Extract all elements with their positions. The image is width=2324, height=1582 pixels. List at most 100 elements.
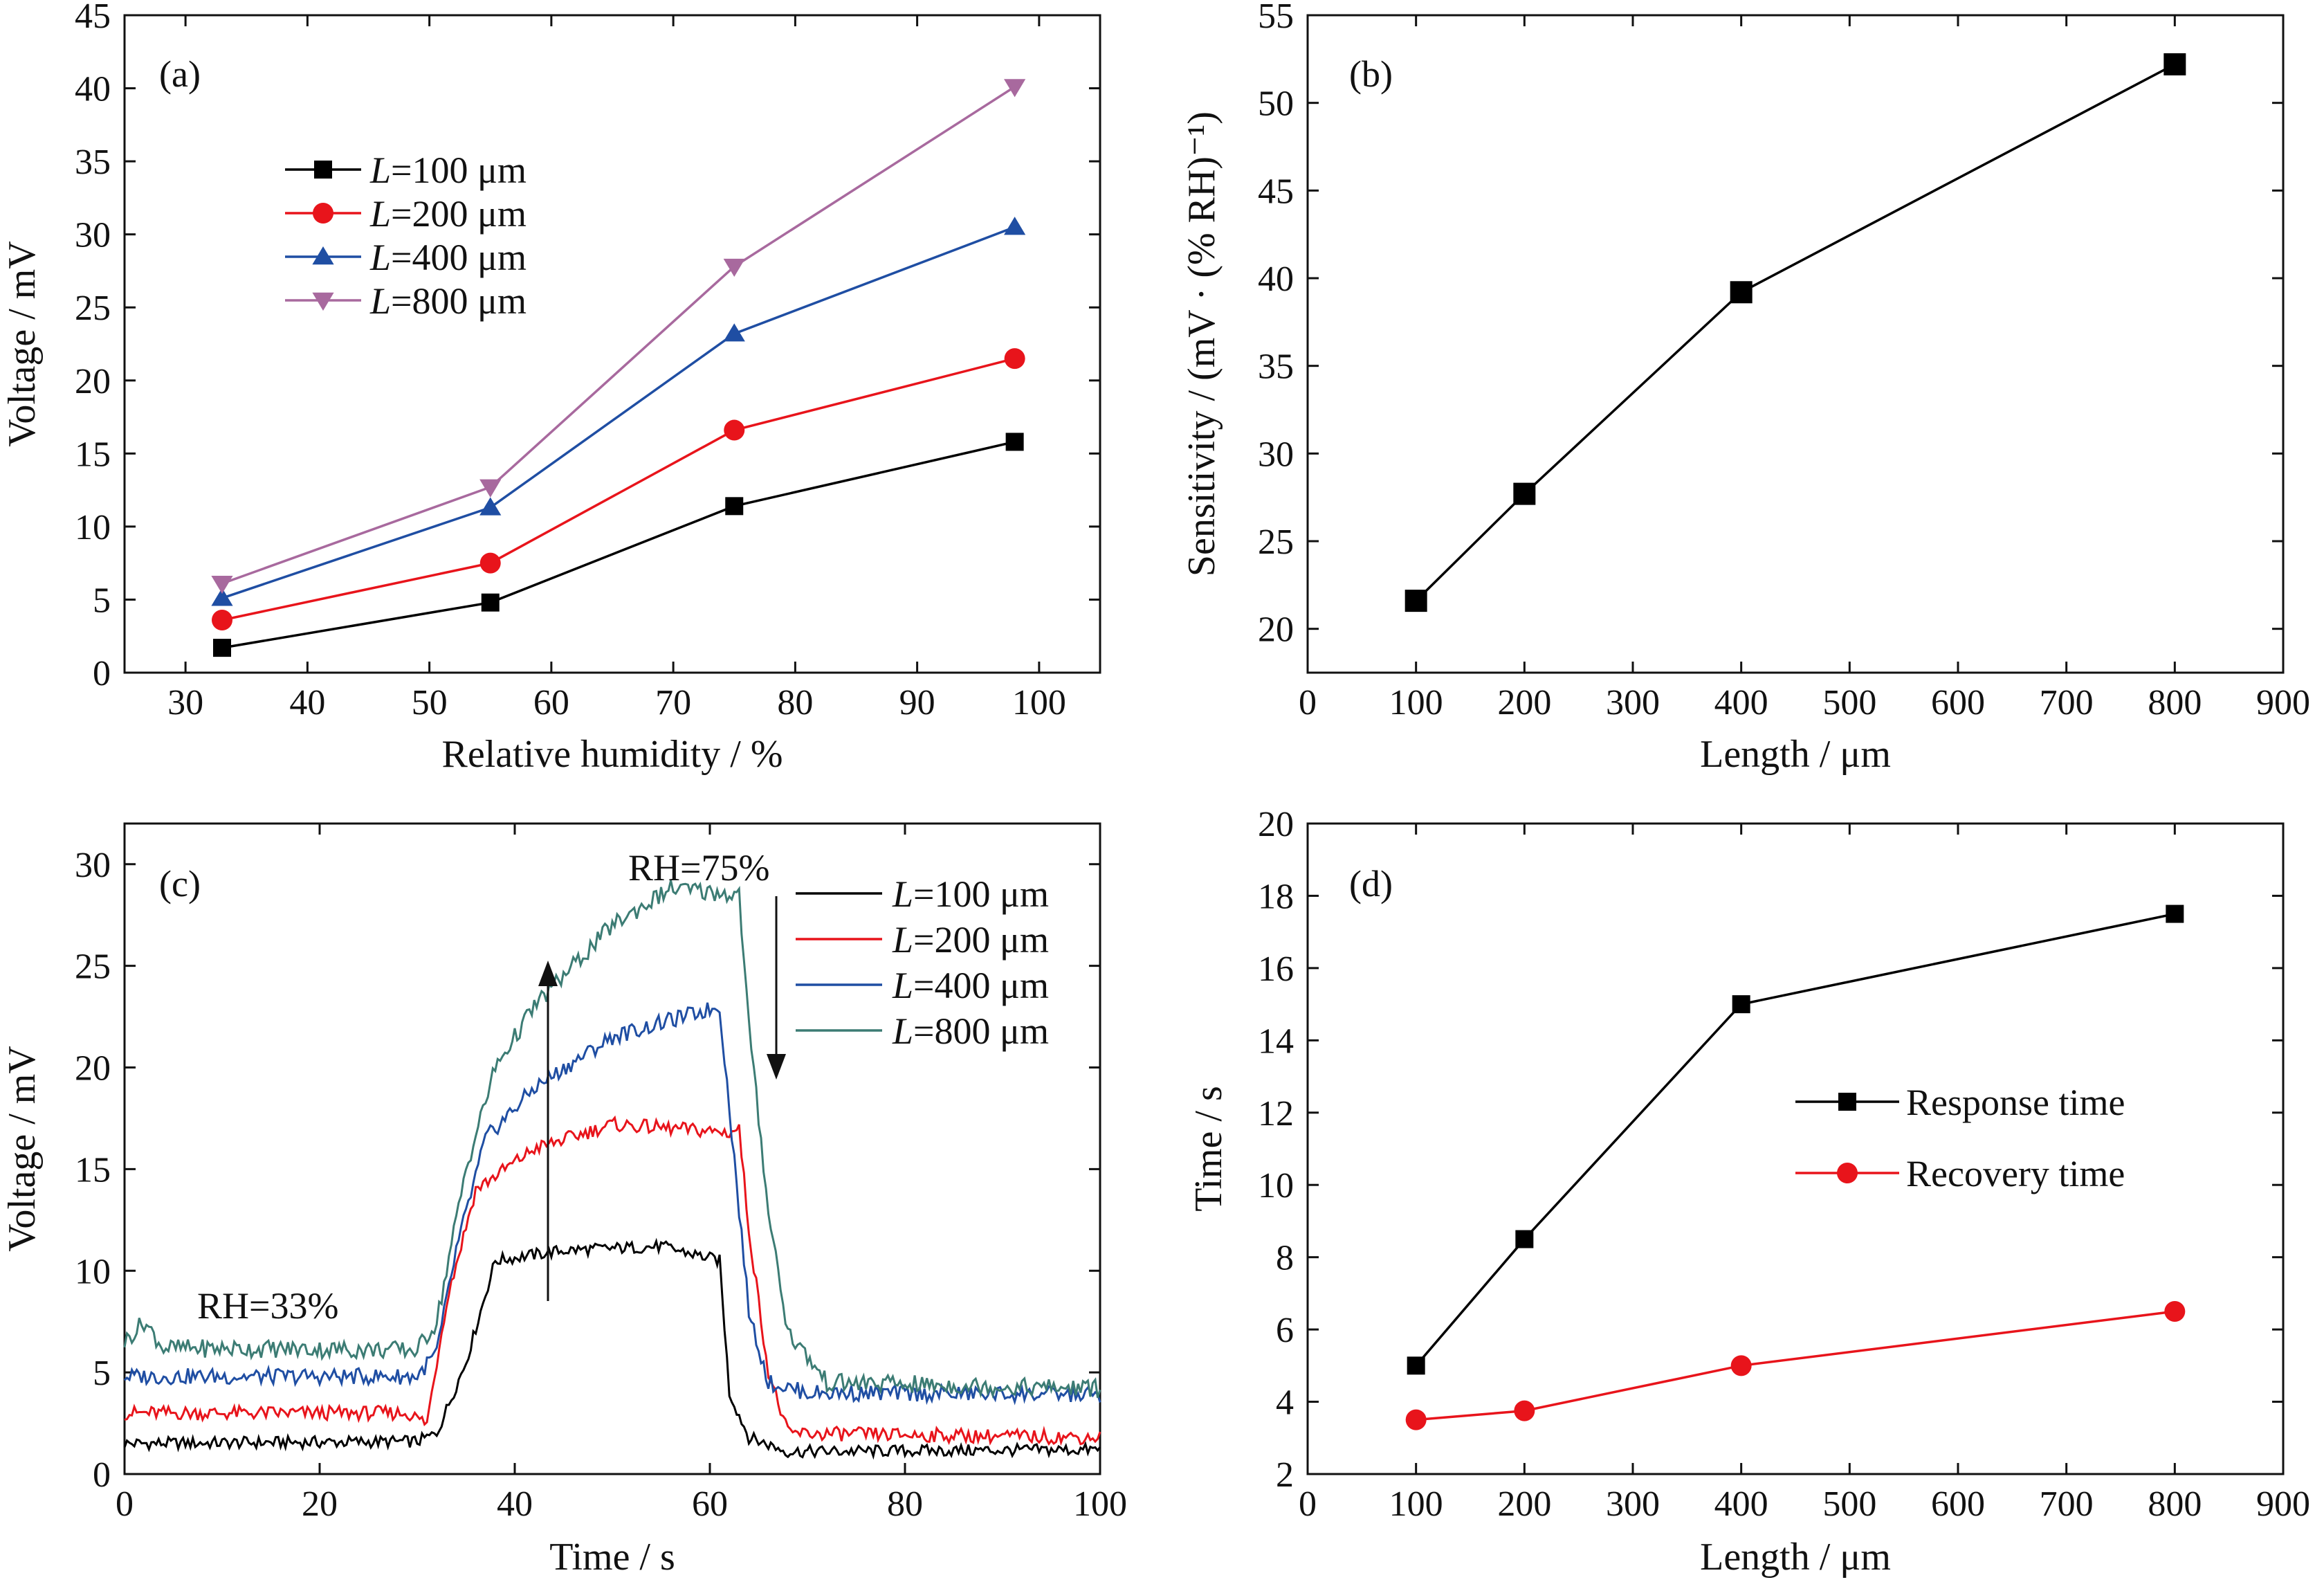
y-tick-label-d: 16 [1258,949,1294,989]
x-tick-label-b: 300 [1606,683,1660,722]
data-point-d-0 [1407,1356,1425,1375]
data-point-b [1730,281,1753,304]
data-point-b [2163,53,2186,75]
legend-label-rest: =200 μm [913,919,1049,961]
y-tick-label-b: 50 [1258,84,1294,124]
x-tick-label-a: 30 [167,683,203,722]
series-line-a-3 [221,85,1016,585]
legend-label-c: L=100 μm [892,873,1049,915]
arrow-up [538,961,558,1301]
x-tick-label-d: 100 [1389,1484,1443,1524]
data-point-a-1 [1004,348,1025,370]
legend-label-italic: L [892,965,913,1006]
data-point-a-2 [211,588,233,606]
data-point-d-0 [1515,1230,1534,1248]
data-point-d-0 [2166,904,2184,923]
axes-c: 0 20 40 60 80 100 0 5 10 15 20 25 30 [75,824,1127,1524]
legend-c: L=100 μmL=200 μmL=400 μmL=800 μm [796,873,1049,1052]
data-point-a-1 [212,610,232,630]
y-tick-label-b: 55 [1258,0,1294,36]
x-tick-label-d: 900 [2256,1484,2310,1524]
y-tick-label-d: 14 [1258,1021,1294,1061]
legend-label-a: L=100 μm [369,149,527,191]
data-point-d-1 [1730,1355,1752,1376]
legend-marker-a [314,161,332,179]
x-tick-label-a: 100 [1012,683,1066,722]
y-tick-label-a: 35 [75,143,111,182]
legend-label-c: L=200 μm [892,919,1049,961]
data-point-d-1 [2164,1301,2186,1322]
series-line-b [1415,63,2176,602]
data-point-a-0 [1005,433,1024,451]
data-point-a-3 [479,479,502,498]
data-point-a-2 [723,323,745,342]
panel-c: (c) Time / s Voltage / mV RH=33% RH=75% … [1,822,1101,1579]
data-point-b [1405,590,1427,612]
axes-d: 0 100 200 300 400 500 600 700 800 900 2 4 6 8 10 12 14 16… [1258,805,2310,1524]
y-tick-label-d: 4 [1276,1383,1294,1423]
legend-label-a: L=200 μm [369,193,527,235]
data-point-a-1 [479,552,501,574]
y-tick-label-a: 5 [93,581,111,620]
axes-a: 30 40 50 60 70 80 90 100 0 5 10 15 20 25 30 35 40 45 [75,0,1100,722]
y-tick-label-c: 10 [75,1252,111,1291]
legend-label-rest: =800 μm [913,1010,1049,1052]
legend-label-d: Recovery time [1906,1153,2125,1194]
x-tick-label-a: 60 [533,683,569,722]
arrow-down [767,896,786,1080]
y-tick-label-a: 45 [75,0,111,36]
series-line-a-1 [221,357,1016,621]
data-point-a-2 [1004,217,1026,235]
legend-label-italic: L [369,280,391,322]
legend-marker-d [1838,1093,1856,1111]
y-tick-label-b: 25 [1258,522,1294,562]
y-tick-label-b: 30 [1258,435,1294,474]
series-line-d-1 [1416,1310,2175,1421]
y-tick-label-a: 15 [75,435,111,474]
panel-label-a: (a) [159,53,201,95]
panel-d: (d) Length / μm Time / s Response timeRe… [1187,822,2285,1579]
legend-label-rest: =400 μm [391,237,527,278]
y-tick-label-c: 20 [75,1049,111,1089]
panel-label-b: (b) [1349,53,1393,95]
data-point-a-0 [725,497,744,516]
x-axis-label-b: Length / μm [1700,733,1891,776]
y-axis-label-a: Voltage / mV [1,241,44,447]
y-tick-label-b: 35 [1258,347,1294,387]
legend-label-rest: =200 μm [391,193,527,235]
y-tick-label-b: 40 [1258,260,1294,299]
series-trace-c-1 [124,1115,1101,1446]
x-tick-label-c: 100 [1073,1484,1127,1524]
y-tick-label-b: 45 [1258,172,1294,211]
y-tick-label-d: 18 [1258,877,1294,916]
x-tick-label-c: 80 [887,1484,923,1524]
data-point-a-3 [1004,79,1026,98]
data-point-d-1 [1514,1400,1535,1421]
x-tick-label-d: 300 [1606,1484,1660,1524]
x-tick-label-b: 0 [1299,683,1317,722]
legend-marker-a [313,203,333,224]
plot-frame-c [123,822,1101,1475]
legend-label-italic: L [369,149,391,191]
y-tick-label-a: 40 [75,70,111,109]
legend-label-italic: L [892,919,913,961]
panel-label-d: (d) [1349,863,1393,904]
y-tick-label-d: 12 [1258,1094,1294,1134]
legend-marker-d [1837,1163,1858,1183]
x-tick-label-c: 20 [302,1484,338,1524]
legend-marker-a [312,292,334,311]
x-tick-label-c: 0 [116,1484,134,1524]
panel-label-c: (c) [159,863,201,904]
series-line-a-2 [221,226,1016,599]
panel-b: (b) Length / μm Sensitivity / (mV · (% R… [1180,14,2285,776]
legend-a: L=100 μmL=200 μmL=400 μmL=800 μm [285,149,527,322]
data-point-b [1513,482,1536,505]
legend-label-d: Response time [1906,1082,2125,1123]
data-point-d-0 [1732,995,1750,1014]
x-tick-label-d: 800 [2148,1484,2202,1524]
legend-label-italic: L [892,873,913,915]
series-trace-c-3 [123,880,1101,1399]
y-tick-label-d: 6 [1276,1311,1294,1350]
x-tick-label-a: 50 [412,683,448,722]
